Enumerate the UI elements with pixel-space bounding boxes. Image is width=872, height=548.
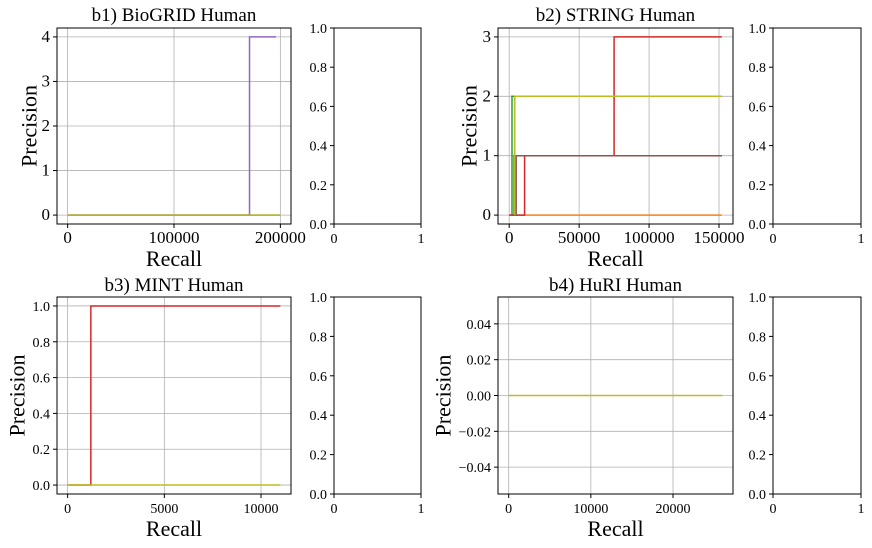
x-tick-label: 0 (770, 502, 777, 517)
x-axis-label: Recall (146, 516, 202, 541)
chart-panel-1: 0 100000 200000 0 1 2 3 4 b1) BioGRID Human Recal… (17, 5, 306, 271)
x-tick-label: 50000 (558, 228, 601, 247)
y-tick-label: 0.2 (749, 179, 767, 194)
y-tick-label: 0.6 (310, 370, 328, 385)
y-tick-label: 0 (483, 205, 492, 224)
x-tick-label: 5000 (150, 502, 178, 517)
y-tick-label: 0.4 (749, 409, 767, 424)
y-axis-label: Precision (457, 85, 482, 167)
x-tick-label: 0 (331, 502, 338, 517)
y-tick-label: 1 (483, 146, 492, 165)
axes-frame (772, 27, 862, 225)
axes-frame (497, 27, 734, 225)
y-tick-label: 1.0 (310, 291, 328, 306)
x-tick-label: 200000 (255, 228, 306, 247)
x-axis-label: Recall (146, 246, 202, 271)
axes-frame (333, 27, 422, 225)
chart-panel-3: 0 5000 10000 0.0 0.2 0.4 0.6 0.8 1.0 b3) MINT Hum… (5, 275, 292, 541)
y-tick-label: 0.8 (310, 61, 328, 76)
y-tick-label: 3 (483, 27, 492, 46)
x-tick-label: 0 (505, 228, 514, 247)
y-tick-label: 0.0 (310, 488, 328, 503)
x-tick-label: 1 (858, 232, 865, 247)
y-tick-label: 0.8 (310, 330, 328, 345)
x-tick-label: 1 (418, 232, 425, 247)
y-tick-label: 0.0 (749, 488, 767, 503)
axes-frame (772, 296, 862, 495)
y-tick-label: 0.0 (749, 218, 767, 233)
x-tick-label: 1 (858, 502, 865, 517)
chart-title: b2) STRING Human (536, 5, 696, 26)
x-tick-label: 0 (505, 502, 512, 517)
y-tick-label: 0.2 (33, 443, 51, 458)
chart-panel-6: 0 1 0.0 0.2 0.4 0.6 0.8 1.0 (749, 22, 865, 247)
x-tick-label: 0 (331, 232, 338, 247)
series-line-1 (67, 305, 281, 486)
y-tick-label: 2 (483, 86, 492, 105)
y-tick-label: 1.0 (310, 22, 328, 37)
x-tick-label: 1 (418, 502, 425, 517)
chart-panel-5: 0 1 0.0 0.2 0.4 0.6 0.8 1.0 (310, 22, 425, 247)
y-tick-label: 0.2 (310, 449, 328, 464)
y-axis-label: Precision (431, 355, 456, 437)
x-tick-label: 100000 (624, 228, 675, 247)
y-tick-label: 0.00 (467, 390, 492, 405)
x-tick-label: 10000 (573, 502, 608, 517)
y-tick-label: 1.0 (33, 300, 51, 315)
x-axis-label: Recall (587, 516, 643, 541)
chart-panel-7: 0 1 0.0 0.2 0.4 0.6 0.8 1.0 (310, 291, 425, 517)
y-tick-label: 0.8 (749, 61, 767, 76)
axes-frame (333, 296, 422, 495)
y-tick-label: 0.6 (749, 370, 767, 385)
y-tick-label: 1 (42, 161, 51, 180)
y-tick-label: 1.0 (749, 291, 767, 306)
y-axis-label: Precision (5, 355, 30, 437)
x-tick-label: 0 (63, 228, 72, 247)
series-line-4 (509, 36, 722, 216)
series-line-5 (515, 154, 722, 216)
y-tick-label: 0.6 (33, 372, 51, 387)
chart-panel-2: 0 50000 100000 150000 0 1 2 3 b2) STRING Human Re… (457, 5, 745, 271)
y-tick-label: 4 (42, 27, 51, 46)
x-tick-label: 0 (770, 232, 777, 247)
y-tick-label: 0.02 (467, 354, 492, 369)
y-axis-label: Precision (17, 85, 42, 167)
chart-title: b3) MINT Human (105, 275, 244, 296)
y-tick-label: 3 (42, 71, 51, 90)
y-tick-label: 0.8 (33, 336, 51, 351)
y-tick-label: 0.4 (310, 409, 328, 424)
y-tick-label: 0.6 (310, 100, 328, 115)
y-tick-label: 0.2 (310, 179, 328, 194)
x-axis-label: Recall (587, 246, 643, 271)
chart-title: b4) HuRI Human (549, 275, 682, 296)
y-tick-label: 0.2 (749, 449, 767, 464)
y-tick-label: 0.4 (310, 140, 328, 155)
chart-panel-8: 0 1 0.0 0.2 0.4 0.6 0.8 1.0 (749, 291, 865, 517)
x-tick-label: 0 (64, 502, 71, 517)
series-line-6 (514, 95, 722, 216)
y-tick-label: 0.4 (749, 140, 767, 155)
x-tick-label: 100000 (149, 228, 200, 247)
y-tick-label: −0.04 (459, 461, 491, 476)
chart-title: b1) BioGRID Human (92, 5, 257, 26)
y-tick-label: −0.02 (459, 425, 491, 440)
y-tick-label: 0.6 (749, 100, 767, 115)
y-tick-label: 0.0 (310, 218, 328, 233)
x-tick-label: 150000 (694, 228, 745, 247)
x-tick-label: 20000 (656, 502, 691, 517)
y-tick-label: 0.8 (749, 330, 767, 345)
y-tick-label: 0.4 (33, 407, 51, 422)
chart-panel-4: 0 10000 20000 −0.04 −0.02 0.00 0.02 0.04 b4) HuR… (431, 275, 734, 541)
y-tick-label: 0.0 (33, 479, 51, 494)
y-tick-label: 0.04 (467, 318, 492, 333)
series-line-3 (513, 154, 722, 216)
axes-frame (56, 296, 292, 495)
x-tick-label: 10000 (244, 502, 279, 517)
y-tick-label: 2 (42, 116, 51, 135)
y-tick-label: 1.0 (749, 22, 767, 37)
y-tick-label: 0 (42, 205, 51, 224)
